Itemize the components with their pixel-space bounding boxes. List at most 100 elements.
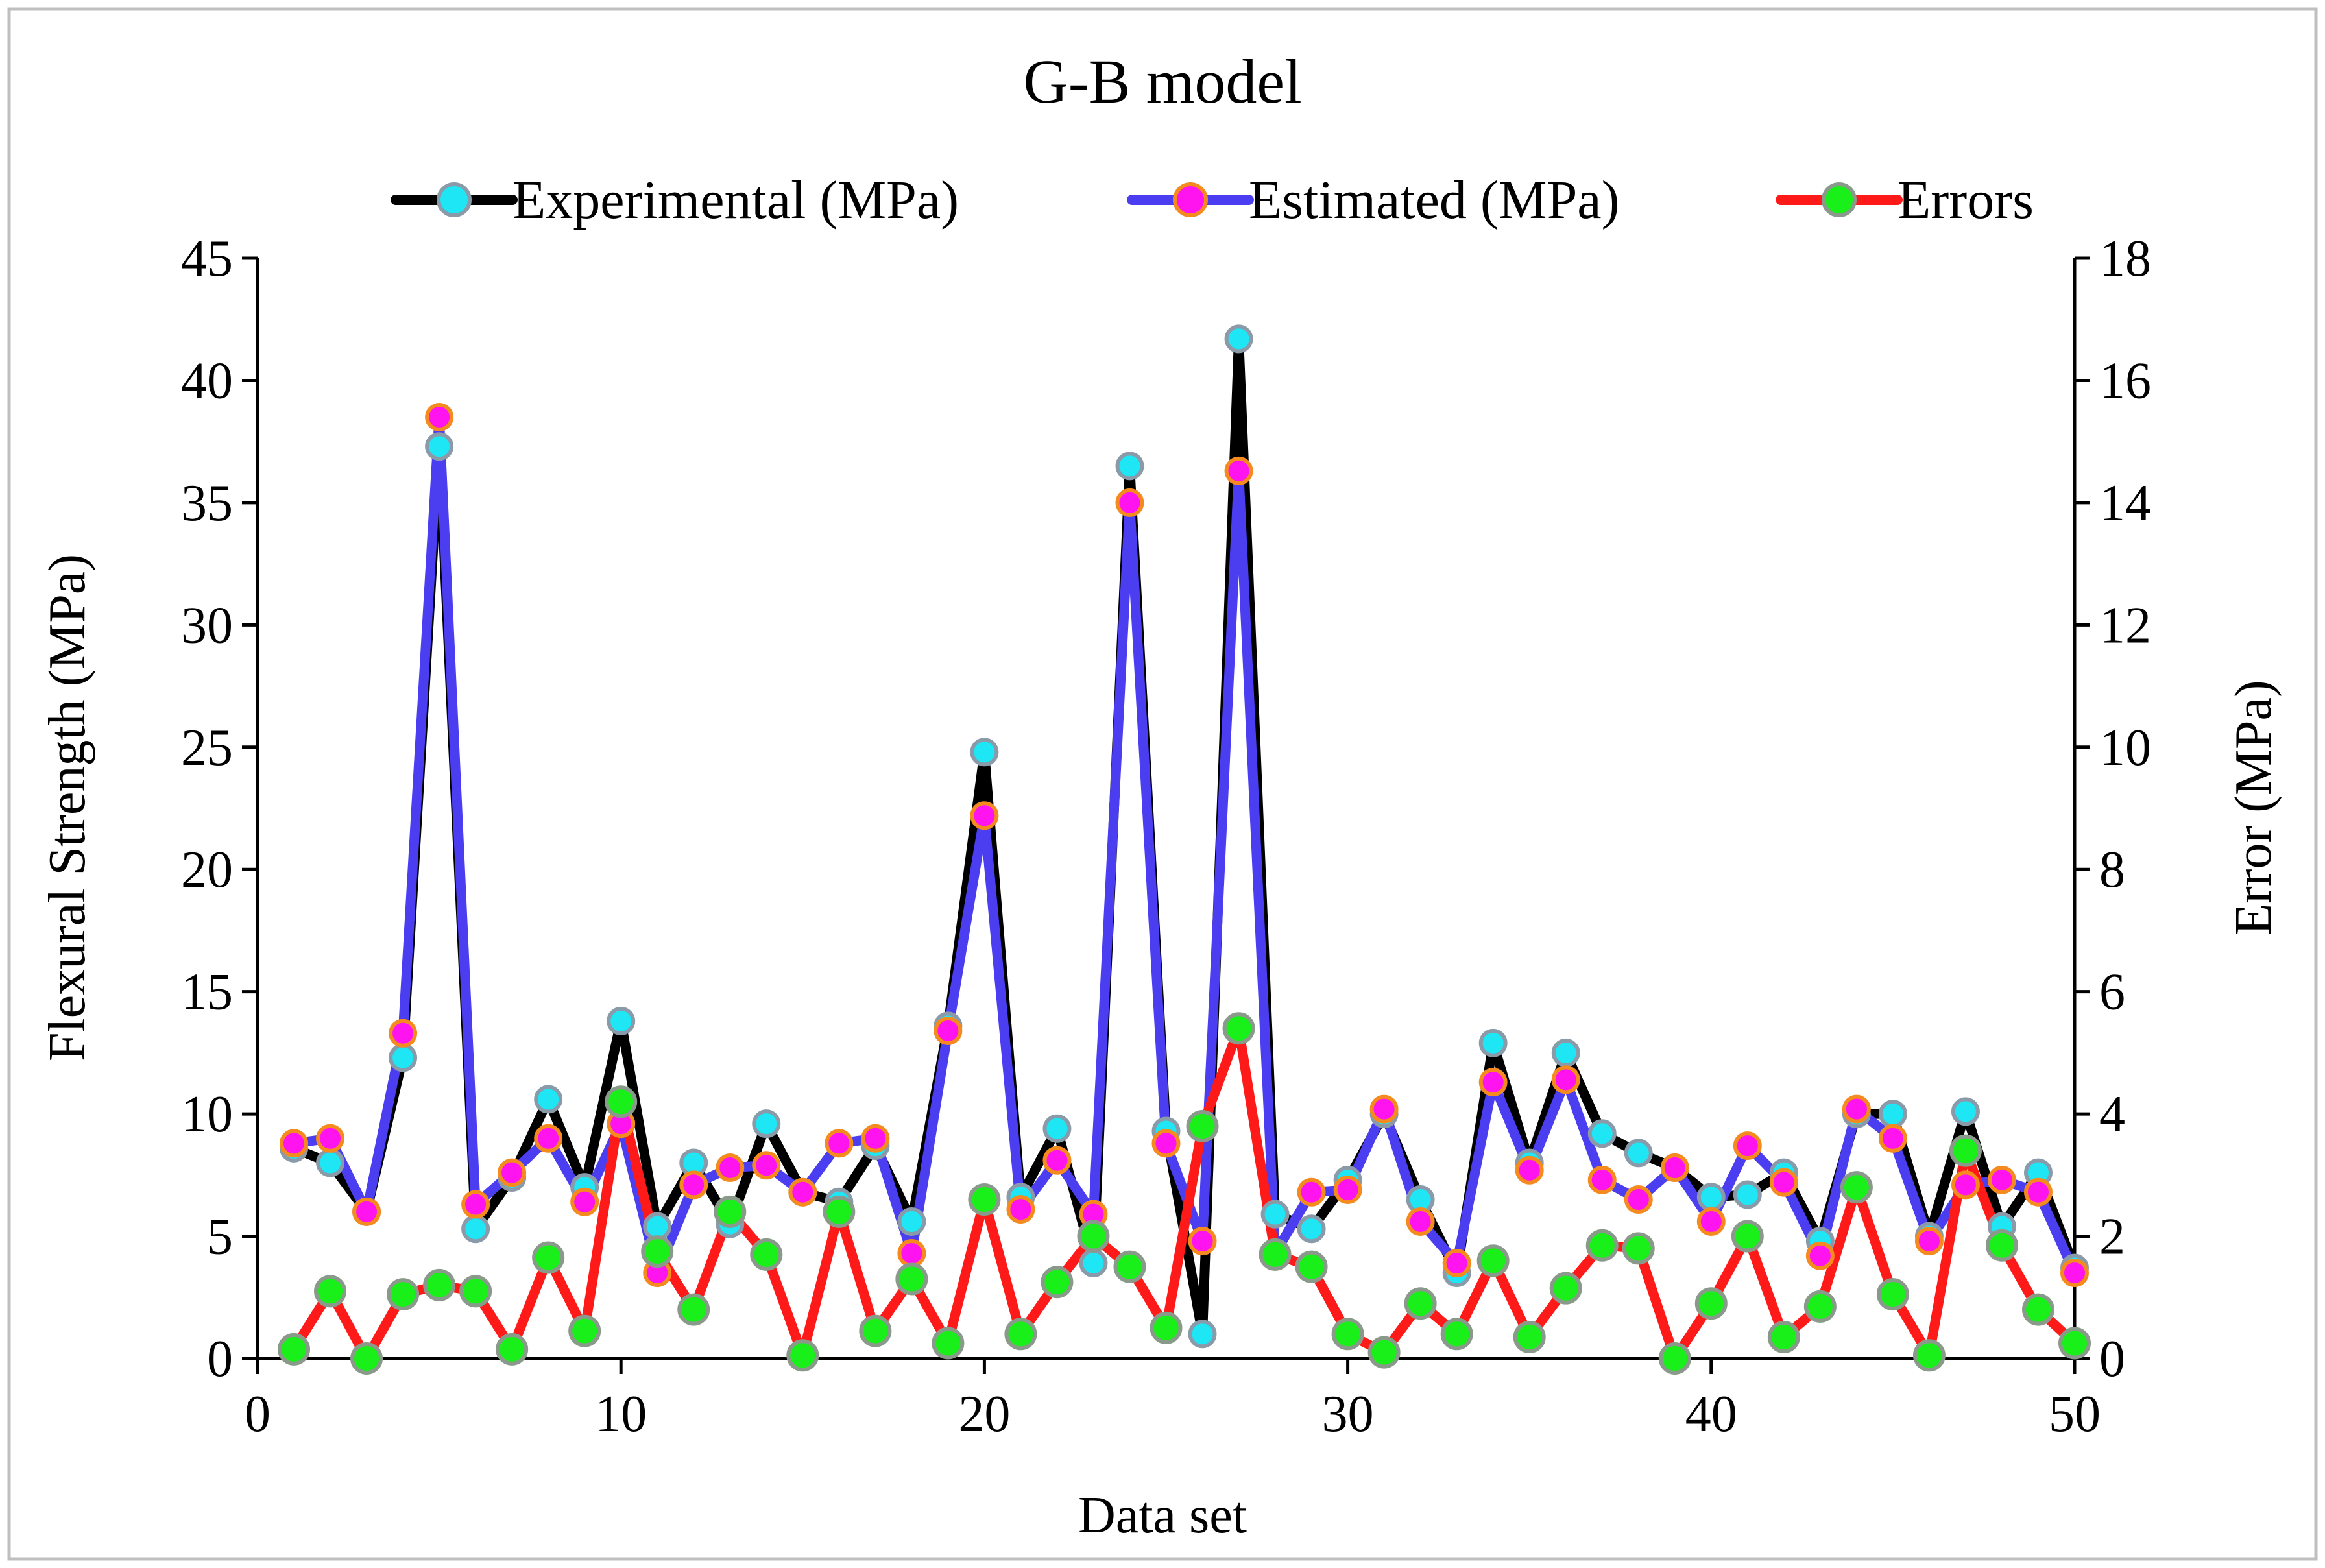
estimated-point: [389, 1019, 418, 1048]
errors-point: [1476, 1244, 1510, 1277]
estimated-point: [1551, 1065, 1580, 1094]
y-tick-label: 0: [207, 1331, 233, 1388]
estimated-point: [752, 1151, 781, 1180]
experimental-point: [752, 1109, 781, 1139]
x-tick-label: 0: [245, 1386, 271, 1443]
estimated-point: [1006, 1195, 1035, 1224]
estimated-point: [1587, 1165, 1617, 1194]
estimated-point: [2060, 1259, 2089, 1288]
errors-point: [1731, 1220, 1764, 1253]
experimental-point: [389, 1043, 418, 1072]
estimated-point: [1478, 1068, 1508, 1097]
errors-point: [786, 1339, 819, 1372]
errors-point: [1113, 1250, 1146, 1283]
experimental-legend-label: Experimental (MPa): [512, 170, 959, 230]
estimated-point: [1733, 1131, 1762, 1161]
estimated-point: [1515, 1155, 1544, 1185]
errors-point: [532, 1241, 565, 1274]
experimental-point: [1587, 1119, 1617, 1148]
y-tick-label: 20: [181, 841, 233, 899]
errors-point: [1585, 1229, 1619, 1262]
estimated-point: [1188, 1227, 1217, 1256]
estimated-point: [461, 1190, 490, 1219]
y-tick-label: 35: [181, 475, 233, 532]
estimated-point: [316, 1124, 345, 1153]
errors-point: [859, 1314, 892, 1347]
y-tick-label: 5: [207, 1209, 233, 1266]
experimental-point: [1042, 1114, 1072, 1143]
legend: Experimental (MPa) Estimated (MPa) Errors: [391, 170, 2034, 230]
experimental-point: [607, 1006, 636, 1035]
estimated-point: [1297, 1177, 1326, 1207]
errors-point: [1186, 1109, 1219, 1142]
experimental-point: [1224, 324, 1253, 354]
y2-tick-label: 16: [2099, 352, 2151, 409]
errors-point: [314, 1275, 347, 1308]
errors-point: [895, 1262, 928, 1296]
errors-point: [1694, 1287, 1728, 1320]
errors-point: [1658, 1342, 1691, 1375]
estimated-point: [498, 1158, 527, 1187]
estimated-point: [1769, 1168, 1798, 1197]
estimated-point: [1878, 1124, 1907, 1153]
errors-point: [2058, 1327, 2091, 1360]
errors-point: [823, 1195, 856, 1228]
estimated-point: [534, 1124, 563, 1153]
experimental-point: [897, 1207, 926, 1236]
estimated-point: [1224, 456, 1253, 485]
experimental-point: [425, 432, 454, 461]
errors-point: [350, 1342, 383, 1375]
experimental-point: [461, 1214, 490, 1244]
experimental-point: [1115, 452, 1144, 481]
x-axis-title: Data set: [1078, 1487, 1247, 1544]
errors-point: [1004, 1318, 1037, 1351]
x-tick-label: 40: [1685, 1386, 1737, 1443]
errors-point: [714, 1195, 747, 1228]
errors-point: [641, 1235, 674, 1268]
experimental-point: [970, 738, 999, 767]
estimated-point: [1042, 1146, 1072, 1175]
y-tick-label: 25: [181, 719, 233, 777]
errors-point: [278, 1333, 311, 1366]
errors-point: [750, 1238, 783, 1271]
estimated-point: [970, 801, 999, 830]
y2-tick-label: 4: [2099, 1086, 2125, 1143]
estimated-legend-marker: [1173, 182, 1208, 217]
estimated-point: [1842, 1094, 1871, 1124]
estimated-point: [1151, 1129, 1181, 1158]
errors-point: [1367, 1336, 1401, 1369]
estimated-point: [1333, 1175, 1362, 1204]
y-axis-title: Flexural Strength (MPa): [39, 554, 96, 1061]
estimated-legend-label: Estimated (MPa): [1249, 170, 1620, 230]
x-tick-label: 20: [958, 1386, 1010, 1443]
y2-tick-label: 0: [2099, 1331, 2125, 1388]
chart-title: G-B model: [1023, 47, 1301, 116]
errors-point: [1549, 1272, 1582, 1305]
estimated-point: [2023, 1177, 2053, 1207]
errors-point: [1840, 1171, 1873, 1204]
errors-point: [1150, 1311, 1183, 1344]
estimated-point: [1624, 1185, 1653, 1214]
errors-point: [1331, 1318, 1364, 1351]
y2-tick-label: 2: [2099, 1209, 2125, 1266]
y2-tick-label: 6: [2099, 964, 2125, 1021]
experimental-point: [1188, 1320, 1217, 1349]
experimental-point: [1079, 1249, 1108, 1278]
estimated-point: [1696, 1207, 1726, 1236]
errors-point: [677, 1293, 710, 1326]
estimated-point: [1442, 1249, 1471, 1278]
y2-tick-label: 14: [2099, 475, 2151, 532]
experimental-point: [1478, 1028, 1508, 1057]
experimental-legend-marker: [437, 182, 472, 217]
x-tick-label: 50: [2049, 1386, 2101, 1443]
y-tick-label: 10: [181, 1086, 233, 1143]
errors-point: [968, 1183, 1001, 1216]
errors-point: [1985, 1229, 2018, 1262]
estimated-point: [825, 1129, 854, 1158]
y2-tick-label: 12: [2099, 597, 2151, 654]
errors-point: [1513, 1321, 1546, 1354]
errors-point: [1440, 1318, 1473, 1351]
estimated-point: [861, 1124, 890, 1153]
errors-point: [1876, 1278, 1909, 1311]
